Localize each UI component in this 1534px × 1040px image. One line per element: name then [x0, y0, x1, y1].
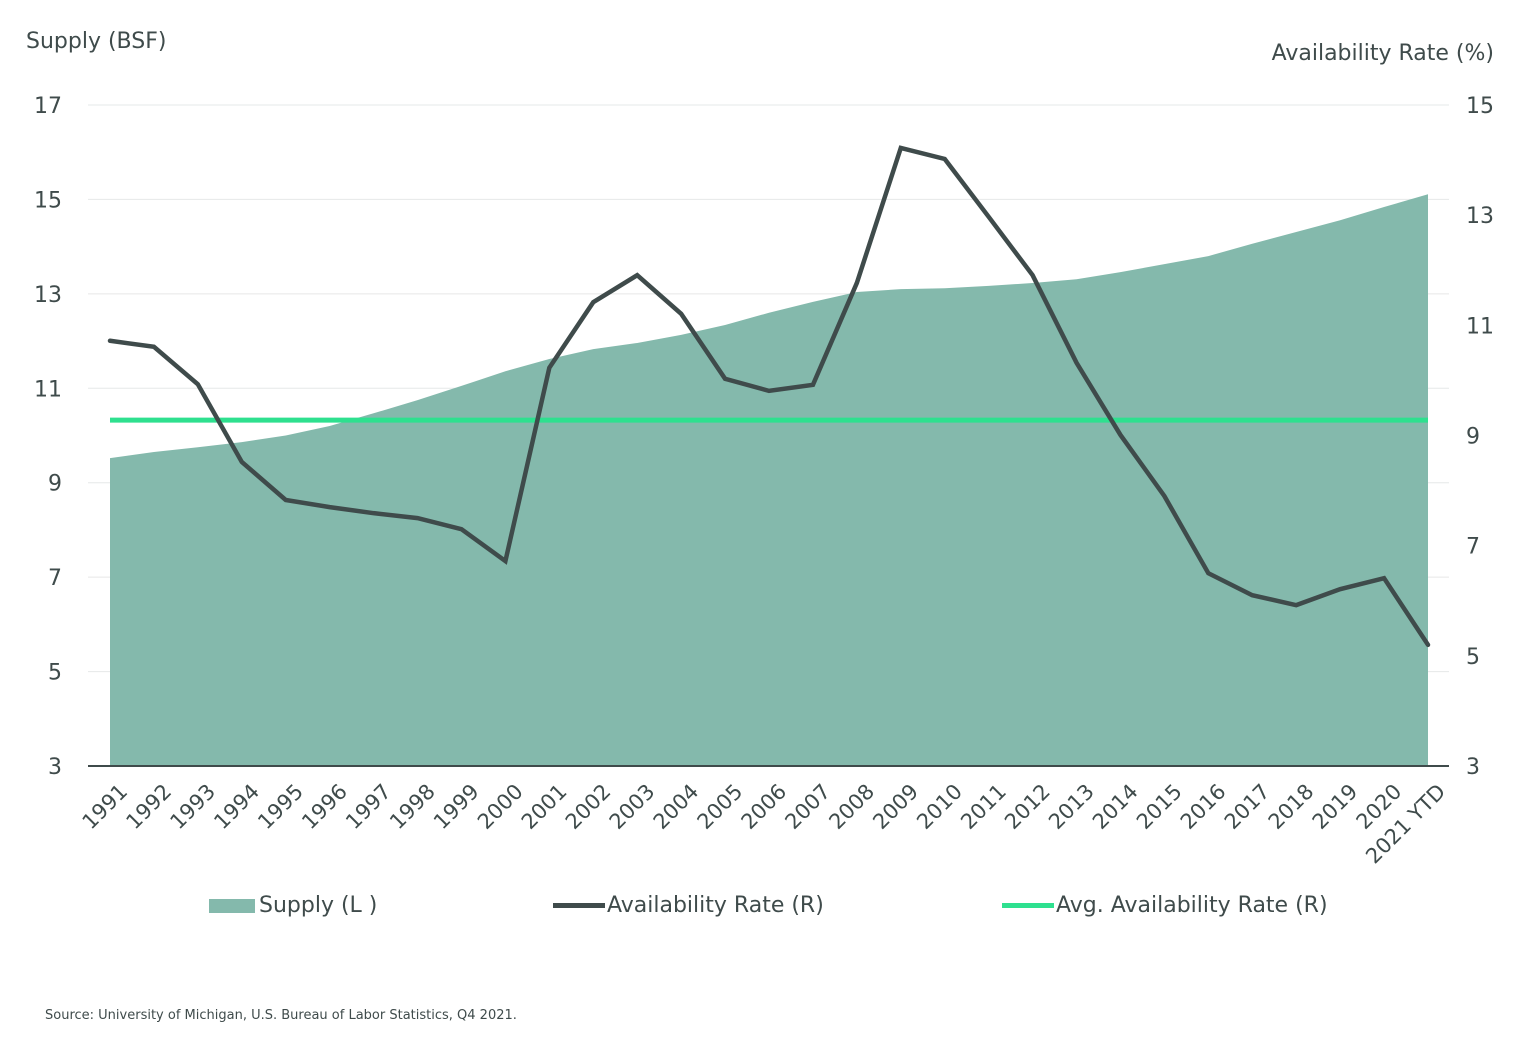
legend-supply: Supply (L ) — [209, 893, 377, 918]
x-tick-label: 1999 — [429, 779, 484, 834]
x-tick-label: 1997 — [341, 779, 396, 834]
x-tick-label: 1996 — [297, 779, 352, 834]
source-note: Source: University of Michigan, U.S. Bur… — [45, 1008, 517, 1023]
x-tick-label: 2001 — [517, 779, 572, 834]
left-tick-label: 11 — [34, 377, 62, 402]
left-tick-label: 7 — [48, 566, 62, 591]
left-axis-title: Supply (BSF) — [26, 29, 167, 54]
x-tick-label: 2014 — [1088, 779, 1143, 834]
x-tick-label: 2006 — [737, 779, 792, 834]
x-tick-label: 2004 — [649, 779, 704, 834]
x-tick-label: 2015 — [1132, 779, 1187, 834]
x-tick-label: 1994 — [209, 779, 264, 834]
x-tick-label: 2005 — [693, 779, 748, 834]
right-tick-label: 3 — [1466, 755, 1480, 780]
x-tick-label: 2010 — [912, 779, 967, 834]
x-tick-label: 2019 — [1308, 779, 1363, 834]
x-tick-label: 2018 — [1264, 779, 1319, 834]
x-tick-label: 2017 — [1220, 779, 1275, 834]
x-tick-label: 2009 — [868, 779, 923, 834]
right-tick-label: 15 — [1466, 94, 1494, 119]
x-tick-label: 2011 — [956, 779, 1011, 834]
legend-availability-rate: Availability Rate (R) — [553, 893, 824, 918]
right-tick-label: 7 — [1466, 535, 1480, 560]
right-tick-label: 13 — [1466, 204, 1494, 229]
x-tick-label: 2007 — [780, 779, 835, 834]
x-tick-label: 2000 — [473, 779, 528, 834]
left-tick-label: 15 — [34, 188, 62, 213]
chart: 3579111315173579111315199119921993199419… — [34, 94, 1494, 868]
legend-supply-swatch — [209, 898, 255, 913]
left-tick-label: 9 — [48, 472, 62, 497]
x-tick-label: 2008 — [824, 779, 879, 834]
x-tick-label: 2016 — [1176, 779, 1231, 834]
x-tick-label: 1995 — [253, 779, 308, 834]
left-tick-label: 3 — [48, 755, 62, 780]
left-tick-label: 5 — [48, 661, 62, 686]
right-tick-label: 11 — [1466, 314, 1494, 339]
legend-supply-label: Supply (L ) — [259, 893, 378, 918]
x-tick-label: 1992 — [121, 779, 176, 834]
right-tick-label: 9 — [1466, 425, 1480, 450]
right-tick-label: 5 — [1466, 645, 1480, 670]
left-tick-label: 17 — [34, 94, 62, 119]
availability-rate-line — [107, 145, 1431, 648]
x-tick-label: 2013 — [1044, 779, 1099, 834]
legend-avg-swatch — [1002, 903, 1054, 908]
legend-rate-label: Availability Rate (R) — [607, 893, 824, 918]
x-tick-label: 2012 — [1000, 779, 1055, 834]
right-axis-title: Availability Rate (%) — [1271, 41, 1494, 66]
legend-rate-swatch — [553, 903, 605, 908]
x-tick-label: 1998 — [385, 779, 440, 834]
legend-avg-label: Avg. Availability Rate (R) — [1056, 893, 1328, 918]
legend-avg-availability-rate: Avg. Availability Rate (R) — [1002, 893, 1328, 918]
x-tick-label: 2003 — [605, 779, 660, 834]
left-tick-label: 13 — [34, 283, 62, 308]
x-tick-label: 2002 — [561, 779, 616, 834]
supply-area — [110, 194, 1428, 767]
x-tick-label: 1993 — [165, 779, 220, 834]
x-tick-label: 1991 — [78, 779, 133, 834]
